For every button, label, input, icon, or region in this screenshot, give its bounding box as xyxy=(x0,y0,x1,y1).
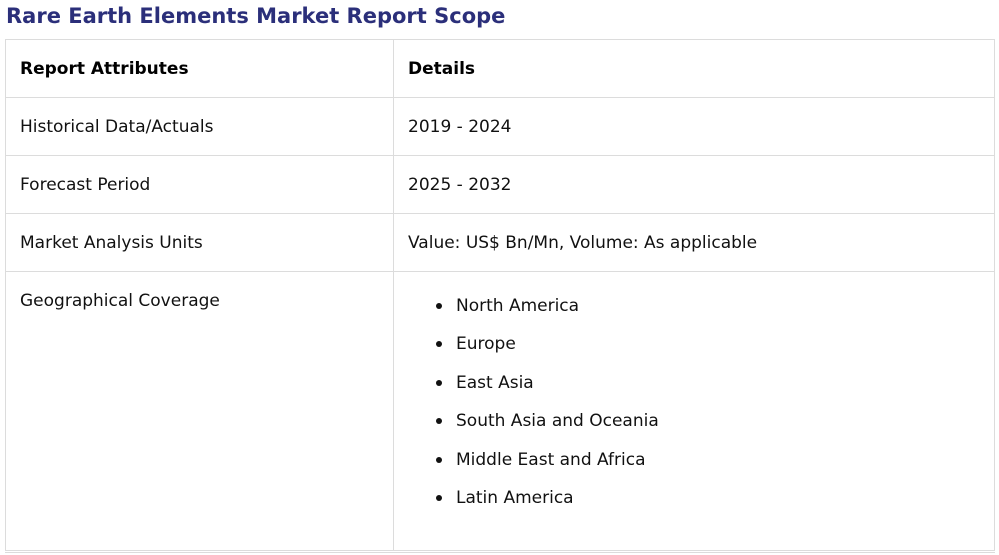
details-cell: 2019 - 2024 xyxy=(393,97,995,156)
bullet-icon xyxy=(436,303,442,309)
region-list: North America Europe East Asia South Asi… xyxy=(408,295,980,509)
region-label: Latin America xyxy=(456,487,574,508)
list-item: Europe xyxy=(436,333,980,355)
bullet-icon xyxy=(436,341,442,348)
attribute-cell: Geographical Coverage xyxy=(5,271,394,551)
table-row-historical: Historical Data/Actuals 2019 - 2024 xyxy=(5,97,995,156)
attribute-cell: Historical Data/Actuals xyxy=(5,97,394,156)
regions-cell: North America Europe East Asia South Asi… xyxy=(393,271,995,551)
bullet-icon xyxy=(436,379,442,386)
attribute-cell: Market Analysis Units xyxy=(5,213,394,272)
list-item: Latin America xyxy=(436,487,980,509)
attribute-cell: Forecast Period xyxy=(5,155,394,214)
list-item: South Asia and Oceania xyxy=(436,410,980,432)
report-scope-table: Report Attributes Details Historical Dat… xyxy=(5,39,995,551)
region-label: East Asia xyxy=(456,372,534,393)
region-label: Middle East and Africa xyxy=(456,449,646,470)
list-item: East Asia xyxy=(436,372,980,394)
table-row-forecast: Forecast Period 2025 - 2032 xyxy=(5,155,995,214)
list-item: Middle East and Africa xyxy=(436,449,980,471)
table-header-row: Report Attributes Details xyxy=(5,39,995,98)
list-item: North America xyxy=(436,295,980,317)
header-attributes: Report Attributes xyxy=(5,39,394,98)
header-details: Details xyxy=(393,39,995,98)
next-row-divider xyxy=(5,552,995,553)
table-row-units: Market Analysis Units Value: US$ Bn/Mn, … xyxy=(5,213,995,272)
page-title: Rare Earth Elements Market Report Scope xyxy=(6,4,506,28)
table-row-geographical: Geographical Coverage North America Euro… xyxy=(5,271,995,551)
bullet-icon xyxy=(436,456,442,463)
details-cell: Value: US$ Bn/Mn, Volume: As applicable xyxy=(393,213,995,272)
bullet-icon xyxy=(436,418,442,425)
region-label: North America xyxy=(456,296,580,316)
bullet-icon xyxy=(436,494,442,501)
region-label: South Asia and Oceania xyxy=(456,411,659,432)
region-label: Europe xyxy=(456,334,516,355)
details-cell: 2025 - 2032 xyxy=(393,155,995,214)
